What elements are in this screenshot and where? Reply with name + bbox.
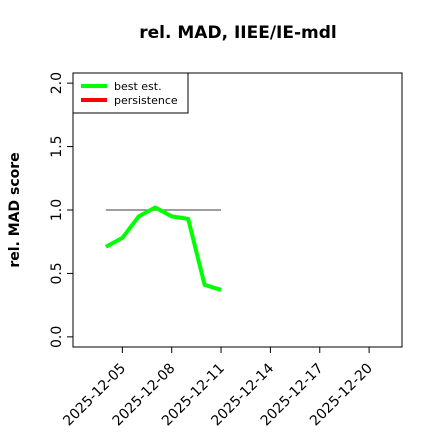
y-axis-label: rel. MAD score [7, 152, 23, 267]
y-tick-label: 2.0 [49, 72, 65, 94]
y-tick-label: 1.0 [49, 199, 65, 221]
legend-label: best est. [114, 80, 162, 93]
y-tick-label: 0.5 [49, 262, 65, 284]
chart-title: rel. MAD, IIEE/IE-mdl [139, 23, 336, 43]
legend-label: persistence [114, 94, 178, 107]
series-line [104, 205, 222, 292]
y-tick-label: 0.0 [49, 326, 65, 348]
y-tick-label: 1.5 [49, 135, 65, 157]
legend-box [72, 72, 189, 114]
